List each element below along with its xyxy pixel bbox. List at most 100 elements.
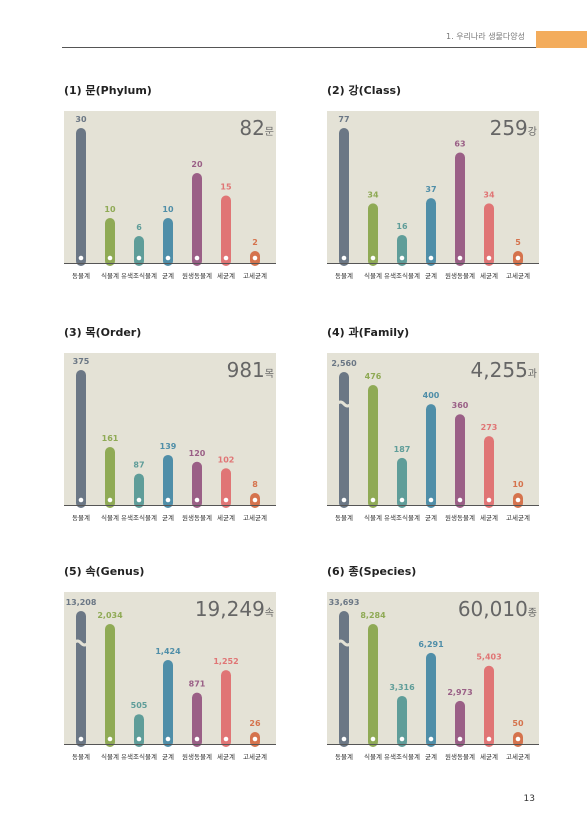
chart-title: (5) 속(Genus) — [64, 565, 145, 578]
bar-dot — [486, 255, 492, 261]
bar-dot — [515, 736, 521, 742]
bar-5 — [192, 173, 202, 266]
total-count: 4,255과 — [471, 358, 537, 382]
bar-dot — [428, 255, 434, 261]
category-label: 균계 — [162, 752, 174, 761]
value-label: 37 — [425, 185, 436, 194]
category-label: 균계 — [162, 271, 174, 280]
category-label: 동물계 — [72, 271, 90, 280]
bar-4 — [163, 454, 173, 508]
bar-6 — [484, 436, 494, 508]
category-label: 유색조식물계 — [384, 513, 420, 522]
bar-6 — [484, 203, 494, 266]
bar-6 — [221, 670, 231, 747]
category-label: 세균계 — [480, 752, 498, 761]
bar-2 — [105, 447, 115, 508]
bar-dot — [457, 736, 463, 742]
category-label: 원생동물계 — [182, 513, 212, 522]
category-label: 세균계 — [217, 752, 235, 761]
value-label: 120 — [189, 449, 206, 458]
value-label: 273 — [481, 423, 498, 432]
bar-1 — [76, 370, 86, 508]
chart-title: (3) 목(Order) — [64, 326, 142, 339]
value-label: 10 — [512, 480, 524, 489]
bar-dot — [78, 497, 84, 503]
category-label: 동물계 — [335, 271, 353, 280]
bar-dot — [78, 255, 84, 261]
bar-4 — [163, 659, 173, 747]
category-label: 식물계 — [101, 513, 119, 522]
bar-dot — [428, 497, 434, 503]
value-label: 15 — [220, 183, 232, 192]
value-label: 63 — [454, 140, 465, 149]
category-label: 세균계 — [217, 271, 235, 280]
bar-dot — [370, 497, 376, 503]
total-unit: 속 — [265, 607, 274, 619]
bar-chart: 33,693 동물계 8,284 식물계 3,316 유색조식물계 6,291 균계 2,973… — [327, 592, 539, 761]
value-label: 187 — [394, 445, 411, 454]
bar-dot — [341, 497, 347, 503]
value-label: 400 — [423, 391, 440, 400]
bar-dot — [136, 255, 142, 261]
value-label: 139 — [160, 442, 177, 451]
bar-dot — [486, 497, 492, 503]
category-label: 원생동물계 — [182, 752, 212, 761]
category-label: 동물계 — [335, 752, 353, 761]
bar-2 — [105, 218, 115, 266]
bar-chart: 375 동물계 161 식물계 87 유색조식물계 139 균계 120 원생동물계 102 세균계 8… — [64, 353, 276, 522]
category-label: 고세균계 — [506, 513, 530, 522]
value-label: 34 — [483, 190, 495, 199]
bar-dot — [165, 736, 171, 742]
value-label: 102 — [218, 455, 235, 464]
total-unit: 목 — [265, 368, 274, 380]
category-label: 고세균계 — [506, 752, 530, 761]
bar-3 — [134, 236, 144, 266]
category-label: 식물계 — [364, 271, 382, 280]
value-label: 6,291 — [418, 640, 444, 649]
category-label: 유색조식물계 — [121, 271, 157, 280]
value-label: 8 — [252, 480, 258, 489]
category-label: 유색조식물계 — [384, 752, 420, 761]
chart-title: (2) 강(Class) — [327, 84, 402, 97]
category-label: 식물계 — [364, 752, 382, 761]
bar-dot — [223, 736, 229, 742]
bar-2 — [105, 624, 115, 747]
total-count: 259강 — [490, 116, 537, 140]
value-label: 5 — [515, 238, 521, 247]
total-number: 19,249 — [195, 597, 265, 621]
value-label: 16 — [396, 222, 408, 231]
bar-dot — [457, 255, 463, 261]
chart-panel-order: (3) 목(Order) 375 동물계 161 식물계 87 유색조식물계 139 균계 12… — [64, 324, 276, 534]
bar-dot — [457, 497, 463, 503]
bar-3 — [397, 695, 407, 747]
bar-5 — [192, 692, 202, 747]
bar-dot — [515, 255, 521, 261]
category-label: 원생동물계 — [182, 271, 212, 280]
total-count: 60,010종 — [458, 597, 537, 621]
bar-dot — [515, 497, 521, 503]
value-label: 6 — [136, 223, 142, 232]
bar-6 — [484, 665, 494, 747]
total-unit: 과 — [528, 368, 537, 380]
value-label: 161 — [102, 434, 119, 443]
bar-dot — [223, 255, 229, 261]
bar-1 — [339, 372, 349, 508]
bar-3 — [134, 714, 144, 747]
total-number: 259 — [490, 116, 528, 140]
value-label: 34 — [367, 190, 379, 199]
chart-panel-genus: (5) 속(Genus) 13,208 동물계 2,034 식물계 505 유색조식물계 1… — [64, 563, 276, 773]
total-number: 60,010 — [458, 597, 528, 621]
chart-panel-family: (4) 과(Family) 2,560 동물계 476 식물계 187 유색조식물계 400… — [327, 324, 539, 534]
category-label: 유색조식물계 — [121, 752, 157, 761]
category-label: 식물계 — [364, 513, 382, 522]
bar-3 — [134, 473, 144, 508]
header-accent-tab — [536, 31, 587, 48]
value-label: 871 — [189, 680, 206, 689]
category-label: 균계 — [425, 513, 437, 522]
category-label: 원생동물계 — [445, 752, 475, 761]
bar-dot — [107, 736, 113, 742]
category-label: 원생동물계 — [445, 271, 475, 280]
bar-dot — [165, 497, 171, 503]
bar-dot — [165, 255, 171, 261]
total-count: 981목 — [227, 358, 274, 382]
